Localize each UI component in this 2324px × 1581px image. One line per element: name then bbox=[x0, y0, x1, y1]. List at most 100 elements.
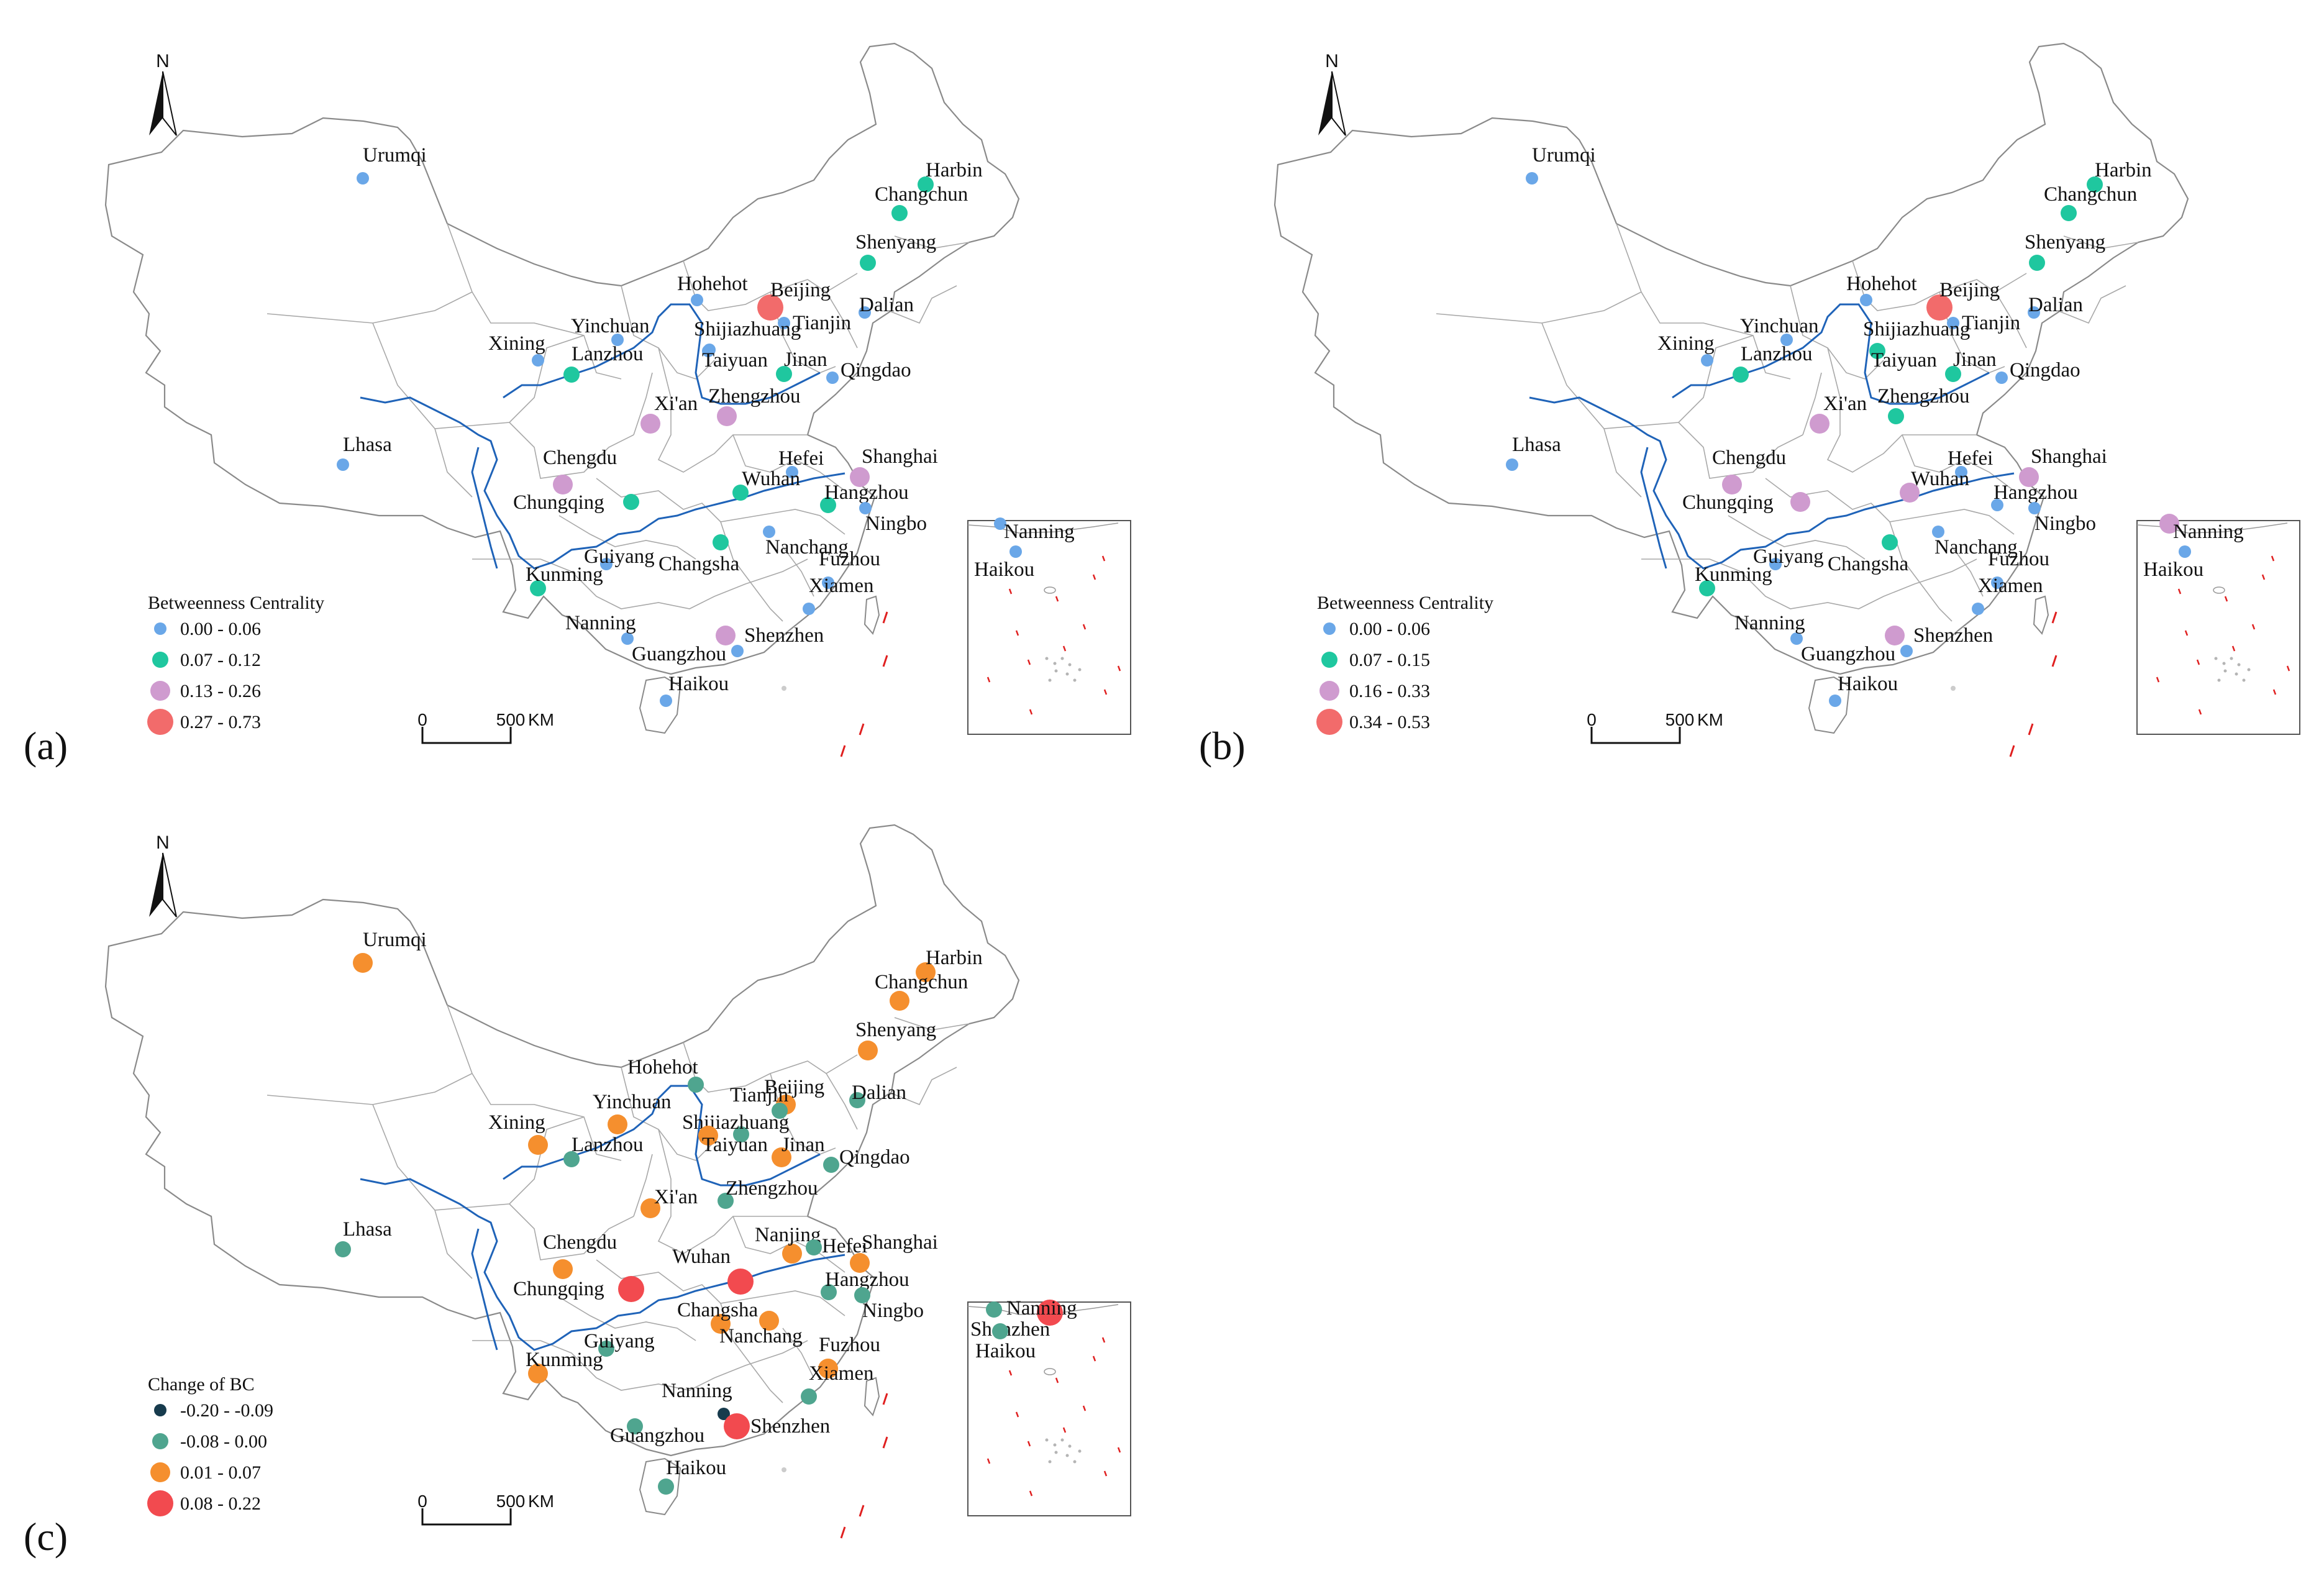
city-dot bbox=[640, 414, 660, 434]
city-dot bbox=[733, 1126, 749, 1142]
city-dot bbox=[530, 580, 546, 596]
city-dot bbox=[1900, 645, 1913, 657]
city-dot bbox=[724, 1413, 750, 1439]
city-dot bbox=[600, 558, 613, 570]
city-dot bbox=[618, 1276, 644, 1302]
legend-swatch bbox=[154, 1404, 166, 1416]
city-dot bbox=[563, 1151, 580, 1167]
province-boundary bbox=[1889, 521, 1953, 622]
north-arrow-icon bbox=[1318, 71, 1346, 136]
city-label: Haikou bbox=[668, 673, 729, 695]
province-boundary bbox=[2057, 285, 2126, 324]
city-dot bbox=[713, 534, 729, 550]
city-label: Nanning bbox=[1734, 612, 1805, 634]
city-label: Shenzhen bbox=[1913, 624, 1993, 647]
city-dot bbox=[1790, 632, 1803, 645]
city-label: Shanghai bbox=[862, 1231, 938, 1254]
river-line bbox=[1640, 447, 1667, 569]
city-dot bbox=[2061, 205, 2077, 221]
city-dot bbox=[553, 475, 573, 494]
legend-swatch bbox=[147, 709, 173, 735]
inset-city-dot bbox=[994, 517, 1006, 530]
city-label: Chungqing bbox=[513, 1278, 604, 1300]
city-dot bbox=[772, 1147, 791, 1167]
city-label: Yinchuan bbox=[571, 315, 649, 337]
legend-swatch bbox=[150, 1462, 170, 1482]
city-label: Nanchang bbox=[719, 1325, 803, 1347]
city-label: Jinan bbox=[784, 349, 827, 371]
city-label: Chengdu bbox=[543, 447, 617, 469]
maritime-dash bbox=[882, 1436, 888, 1449]
city-label: Hefei bbox=[822, 1235, 867, 1257]
city-dot bbox=[2028, 306, 2040, 319]
north-label: N bbox=[156, 832, 170, 853]
scale-zero: 0 bbox=[417, 710, 427, 729]
city-dot bbox=[822, 576, 834, 589]
city-dot bbox=[611, 334, 624, 346]
province-boundary bbox=[596, 1259, 845, 1316]
city-label: Hohehot bbox=[677, 273, 748, 295]
legend-class-label: 0.16 - 0.33 bbox=[1349, 681, 1430, 701]
province-boundary bbox=[540, 558, 808, 609]
province-boundary bbox=[732, 434, 845, 491]
city-label: Jinan bbox=[1953, 349, 1997, 371]
city-dot bbox=[1888, 408, 1904, 424]
city-label: Beijing bbox=[770, 279, 831, 301]
city-label: Chungqing bbox=[1682, 491, 1774, 514]
city-label: Chungqing bbox=[513, 491, 604, 514]
city-label: Guangzhou bbox=[1801, 643, 1895, 665]
inset-city-dot bbox=[992, 1323, 1008, 1339]
city-dot bbox=[1991, 499, 2003, 511]
city-label: Guiyang bbox=[584, 545, 655, 568]
city-label: Guangzhou bbox=[610, 1424, 704, 1447]
province-boundary bbox=[558, 1296, 696, 1341]
maritime-dash bbox=[2051, 655, 2057, 667]
inset-city-label: Haikou bbox=[2143, 558, 2203, 581]
city-dot bbox=[806, 1239, 822, 1255]
city-dot bbox=[759, 1311, 779, 1331]
inset-city-dot bbox=[2179, 545, 2191, 558]
province-boundary bbox=[732, 1216, 845, 1273]
inset-city-label: Nanning bbox=[2173, 521, 2244, 543]
city-dot bbox=[801, 1388, 817, 1405]
city-label: Kunming bbox=[526, 1349, 603, 1371]
city-label: Hefei bbox=[778, 447, 824, 470]
legend-class-label: 0.01 - 0.07 bbox=[180, 1462, 261, 1483]
province-boundary bbox=[1603, 428, 1642, 498]
city-dot bbox=[2029, 255, 2045, 271]
city-dot bbox=[821, 1284, 837, 1300]
city-dot bbox=[1506, 458, 1518, 471]
taiwan-outline bbox=[864, 1377, 880, 1416]
province-boundary bbox=[1951, 546, 1984, 597]
city-label: Dalian bbox=[2028, 294, 2083, 316]
city-label: Qingdao bbox=[839, 1146, 910, 1169]
north-label: N bbox=[1325, 51, 1339, 71]
legend-class-label: 0.27 - 0.73 bbox=[180, 712, 261, 732]
city-dot bbox=[732, 485, 749, 501]
legend-title: Betweenness Centrality bbox=[148, 593, 324, 613]
city-dot bbox=[891, 205, 908, 221]
province-boundary bbox=[888, 285, 957, 324]
city-label: Beijing bbox=[764, 1076, 824, 1098]
legend-swatch bbox=[150, 681, 170, 701]
city-label: Xining bbox=[488, 332, 545, 355]
city-label: Xi'an bbox=[654, 1186, 698, 1208]
city-label: Ningbo bbox=[2035, 513, 2096, 535]
city-dot bbox=[1810, 414, 1830, 434]
city-label: Harbin bbox=[926, 947, 983, 969]
city-label: Hangzhou bbox=[825, 1269, 909, 1291]
city-dot bbox=[1900, 483, 1920, 503]
province-boundary bbox=[720, 521, 783, 622]
city-label: Beijing bbox=[1939, 279, 2000, 301]
legend-swatch bbox=[154, 622, 166, 635]
map-legend: Betweenness Centrality 0.00 - 0.06 0.07 - … bbox=[147, 593, 324, 735]
city-dot bbox=[691, 294, 703, 306]
city-dot bbox=[850, 467, 870, 487]
south-china-sea-inset: Nanning Haikou bbox=[967, 517, 1131, 735]
city-dot bbox=[859, 306, 871, 319]
city-dot bbox=[776, 366, 792, 382]
province-boundary bbox=[1995, 291, 2027, 349]
